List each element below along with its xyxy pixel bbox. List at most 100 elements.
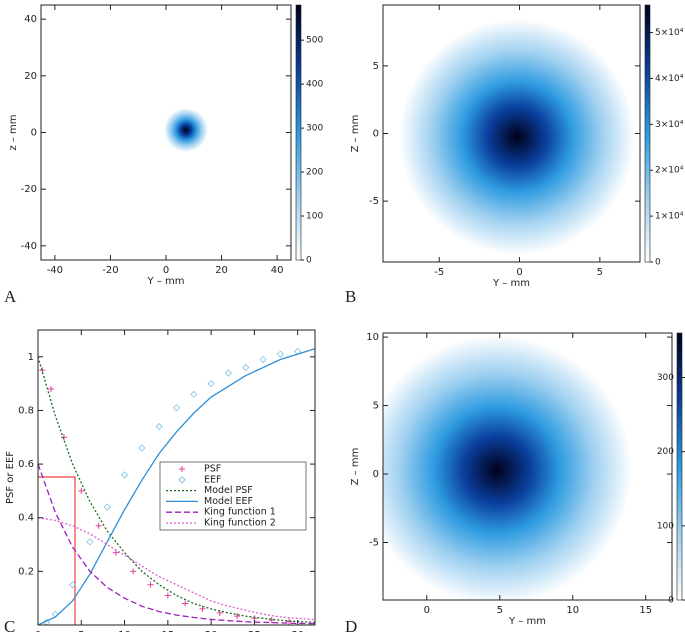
eef-point xyxy=(120,471,129,479)
x-tick-label: -20 xyxy=(102,265,118,276)
x-tick-label: 30 xyxy=(291,630,304,632)
panel-label: C xyxy=(4,617,15,632)
colorbar-tick-label: 400 xyxy=(306,80,323,90)
colorbar xyxy=(644,4,651,263)
colorbar-tick-label: 0 xyxy=(655,258,661,268)
colorbar-tick-label: 0 xyxy=(306,256,312,266)
x-axis-label: Y – mm xyxy=(147,276,185,287)
y-tick-label: -40 xyxy=(21,241,37,252)
psf-point xyxy=(78,487,85,494)
eef-point xyxy=(155,422,163,431)
x-tick-label: 0 xyxy=(516,267,522,278)
eef-point xyxy=(172,404,181,412)
y-tick-label: -5 xyxy=(369,196,379,207)
x-tick-label: 20 xyxy=(215,265,228,276)
model-line xyxy=(37,348,316,626)
colorbar-tick-label: 100 xyxy=(306,212,323,222)
y-axis-label: Z – mm xyxy=(350,448,361,486)
y-axis-label: Z – mm xyxy=(350,115,361,153)
model-line xyxy=(37,356,316,623)
panel-label: B xyxy=(345,287,356,306)
x-tick-label: 15 xyxy=(161,630,174,632)
plot-frame xyxy=(37,329,316,626)
panel-label: D xyxy=(345,617,357,632)
y-tick-label: 0.4 xyxy=(18,513,34,524)
x-tick-label: 20 xyxy=(205,630,218,632)
colorbar xyxy=(295,4,302,261)
x-tick-label: 10 xyxy=(118,630,131,632)
eef-point xyxy=(259,355,267,364)
y-tick-label: 20 xyxy=(24,71,37,82)
colorbar-tick-label: 3×10⁴ xyxy=(655,120,684,130)
psf-point xyxy=(199,605,206,612)
legend-label: EEF xyxy=(204,474,221,485)
x-tick-label: 15 xyxy=(639,605,652,616)
psf-point xyxy=(234,613,241,620)
y-tick-label: 0.6 xyxy=(18,459,34,470)
heatmap-image xyxy=(41,5,291,260)
colorbar-tick-label: 300 xyxy=(657,373,674,383)
colorbar-tick-label: 500 xyxy=(306,36,323,46)
psf-point xyxy=(60,434,67,441)
y-tick-label: 1 xyxy=(28,352,34,363)
x-axis-label: Y – mm xyxy=(492,278,530,289)
y-tick-label: 0 xyxy=(373,129,379,140)
y-tick-label: 40 xyxy=(24,14,37,25)
model-line xyxy=(37,463,316,625)
panel-label: A xyxy=(4,287,17,306)
x-tick-label: 10 xyxy=(566,605,579,616)
eef-point xyxy=(224,369,233,377)
eef-point xyxy=(190,390,198,398)
psf-point xyxy=(268,617,275,624)
colorbar-tick-label: 300 xyxy=(306,124,323,134)
legend-label: Model EEF xyxy=(204,496,253,507)
eef-point xyxy=(69,581,77,589)
x-axis-label: Y – mm xyxy=(508,616,546,627)
x-tick-label: -40 xyxy=(47,265,63,276)
eef-point xyxy=(207,380,215,388)
colorbar-tick-label: 4×10⁴ xyxy=(655,74,684,84)
colorbar-tick-label: 5×10⁴ xyxy=(655,28,684,38)
eef-point xyxy=(276,350,284,358)
y-tick-label: 0.8 xyxy=(18,405,34,416)
colorbar-tick-label: 200 xyxy=(657,447,674,457)
psf-point xyxy=(130,568,137,575)
eef-point xyxy=(103,503,111,511)
y-tick-label: -5 xyxy=(369,537,379,548)
x-tick-label: 5 xyxy=(497,605,503,616)
y-tick-label: 5 xyxy=(373,61,379,72)
eef-point xyxy=(86,538,94,546)
legend-label: PSF xyxy=(204,464,221,475)
y-tick-label: 0 xyxy=(31,128,37,139)
half-radius-marker xyxy=(38,476,76,625)
x-tick-label: 25 xyxy=(248,630,261,632)
legend-label: King function 1 xyxy=(204,507,276,518)
x-tick-label: 5 xyxy=(597,267,603,278)
plot-frame xyxy=(382,332,673,601)
legend-label: King function 2 xyxy=(204,518,276,529)
y-tick-label: 0.2 xyxy=(18,566,34,577)
colorbar xyxy=(676,332,683,601)
model-line xyxy=(37,517,316,621)
eef-point xyxy=(138,444,146,452)
x-tick-label: 5 xyxy=(78,630,84,632)
y-tick-label: 0 xyxy=(373,469,379,480)
heatmap-image xyxy=(383,333,672,600)
colorbar-tick-label: 100 xyxy=(657,521,674,531)
psf-point xyxy=(147,581,154,588)
y-tick-label: 10 xyxy=(366,332,379,343)
colorbar-tick-label: 1×10⁴ xyxy=(655,212,684,222)
psf-point xyxy=(95,522,102,529)
legend-box xyxy=(159,461,307,531)
x-tick-label: 0 xyxy=(35,630,41,632)
x-tick-label: 0 xyxy=(163,265,169,276)
eef-point xyxy=(242,363,250,372)
y-tick-label: 5 xyxy=(373,401,379,412)
psf-point xyxy=(47,386,54,392)
y-axis-label: PSF or EEF xyxy=(5,451,16,504)
heatmap-image xyxy=(383,5,640,262)
x-tick-label: -5 xyxy=(434,267,444,278)
y-axis-label: z – mm xyxy=(8,114,19,150)
psf-point xyxy=(182,600,189,607)
